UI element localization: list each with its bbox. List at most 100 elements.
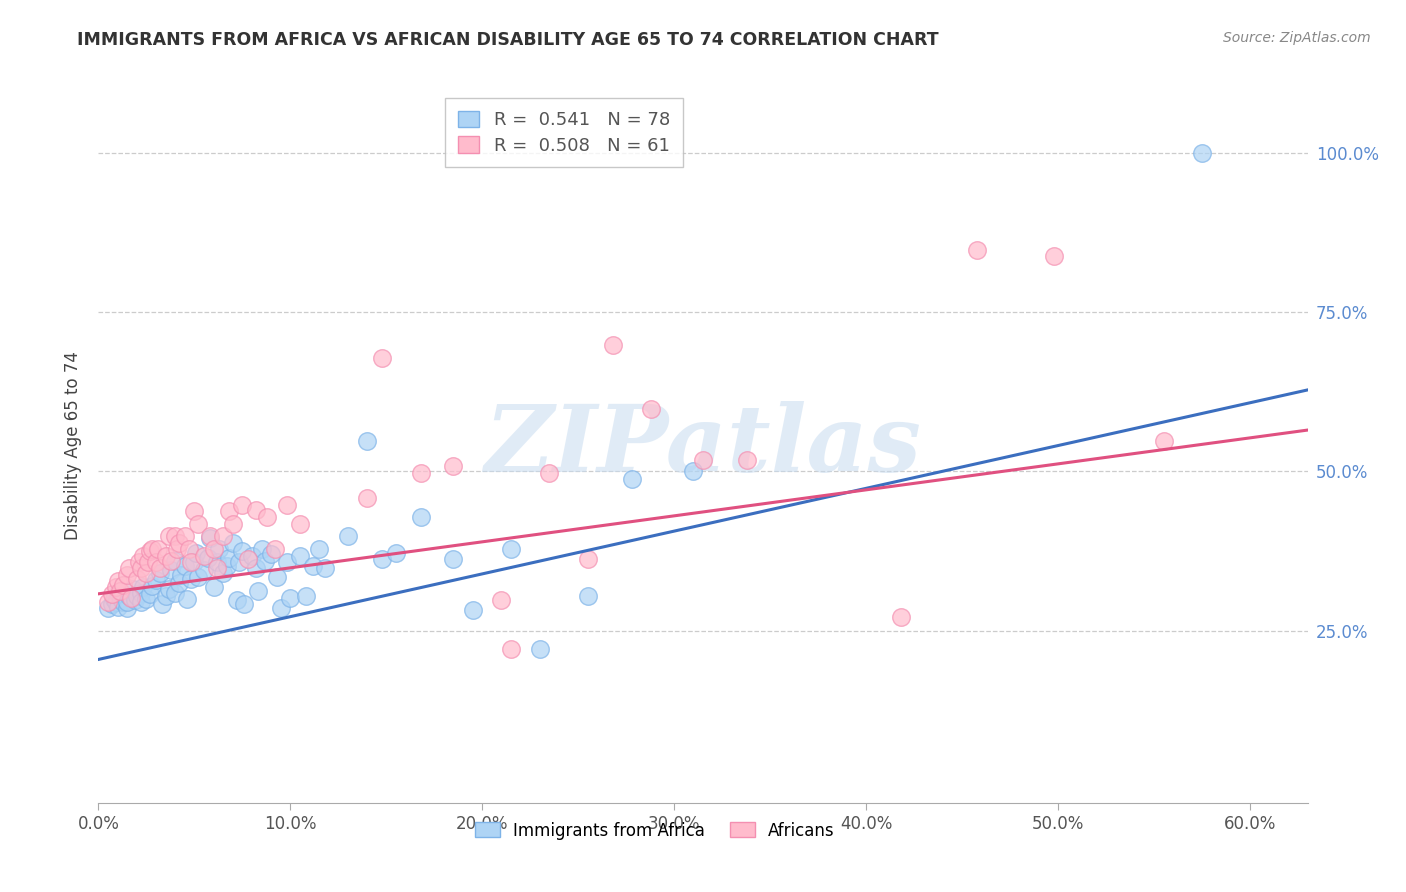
Point xyxy=(159,582,181,597)
Point xyxy=(371,351,394,365)
Point xyxy=(149,561,172,575)
Point xyxy=(183,504,205,518)
Point xyxy=(245,561,267,575)
Point xyxy=(250,542,273,557)
Point xyxy=(256,510,278,524)
Point xyxy=(1043,249,1066,263)
Point xyxy=(118,589,141,603)
Point xyxy=(115,601,138,615)
Point xyxy=(131,549,153,563)
Point xyxy=(165,585,187,599)
Point xyxy=(97,601,120,615)
Point xyxy=(225,593,247,607)
Point xyxy=(125,589,148,603)
Point xyxy=(160,554,183,568)
Point xyxy=(602,338,624,352)
Point xyxy=(193,549,215,563)
Point xyxy=(890,609,912,624)
Point xyxy=(266,569,288,583)
Point xyxy=(108,584,131,599)
Point xyxy=(115,595,138,609)
Point xyxy=(101,587,124,601)
Point xyxy=(129,561,152,575)
Point xyxy=(302,558,325,573)
Point xyxy=(145,573,167,587)
Point xyxy=(499,641,522,656)
Point xyxy=(336,529,359,543)
Point xyxy=(246,584,269,599)
Point xyxy=(207,561,229,575)
Point xyxy=(576,589,599,603)
Point xyxy=(212,529,235,543)
Point xyxy=(155,589,177,603)
Point xyxy=(529,641,551,656)
Point xyxy=(180,572,202,586)
Point xyxy=(167,576,190,591)
Point xyxy=(103,591,125,606)
Point xyxy=(101,597,124,611)
Point xyxy=(165,529,187,543)
Point xyxy=(170,567,193,582)
Point xyxy=(218,550,240,565)
Point xyxy=(131,581,153,595)
Point xyxy=(155,549,177,563)
Point xyxy=(129,585,152,599)
Point xyxy=(499,542,522,557)
Point xyxy=(149,566,172,581)
Point xyxy=(371,552,394,566)
Point xyxy=(118,561,141,575)
Point xyxy=(135,566,157,581)
Point xyxy=(183,555,205,569)
Point xyxy=(124,593,146,607)
Point xyxy=(215,558,238,573)
Point xyxy=(125,572,148,586)
Point xyxy=(202,542,225,557)
Point xyxy=(682,465,704,479)
Point xyxy=(212,566,235,581)
Point xyxy=(231,498,253,512)
Point xyxy=(139,587,162,601)
Point xyxy=(165,554,187,568)
Point xyxy=(141,542,163,557)
Point xyxy=(443,552,465,566)
Text: Source: ZipAtlas.com: Source: ZipAtlas.com xyxy=(1223,31,1371,45)
Point xyxy=(208,542,231,557)
Point xyxy=(735,453,758,467)
Point xyxy=(107,599,129,614)
Point xyxy=(308,542,330,557)
Point xyxy=(409,510,432,524)
Point xyxy=(193,563,215,577)
Text: IMMIGRANTS FROM AFRICA VS AFRICAN DISABILITY AGE 65 TO 74 CORRELATION CHART: IMMIGRANTS FROM AFRICA VS AFRICAN DISABI… xyxy=(77,31,939,49)
Point xyxy=(260,547,283,561)
Point xyxy=(150,597,173,611)
Point xyxy=(276,555,298,569)
Point xyxy=(104,581,127,595)
Point xyxy=(107,585,129,599)
Point xyxy=(222,536,245,550)
Point xyxy=(640,402,662,417)
Point xyxy=(491,593,513,607)
Point xyxy=(207,555,229,569)
Point xyxy=(314,561,336,575)
Point xyxy=(110,591,132,606)
Point xyxy=(1191,145,1213,160)
Point xyxy=(104,595,127,609)
Point xyxy=(231,544,253,558)
Point xyxy=(97,595,120,609)
Point xyxy=(443,459,465,474)
Point xyxy=(222,516,245,531)
Point xyxy=(966,243,988,257)
Point xyxy=(198,529,221,543)
Point xyxy=(538,466,561,480)
Point xyxy=(356,491,378,506)
Point xyxy=(166,542,188,557)
Point xyxy=(180,555,202,569)
Point xyxy=(356,434,378,448)
Point xyxy=(409,466,432,480)
Point xyxy=(112,595,135,609)
Point xyxy=(115,567,138,582)
Point xyxy=(233,597,256,611)
Text: ZIPatlas: ZIPatlas xyxy=(485,401,921,491)
Point xyxy=(197,550,219,565)
Point xyxy=(218,504,240,518)
